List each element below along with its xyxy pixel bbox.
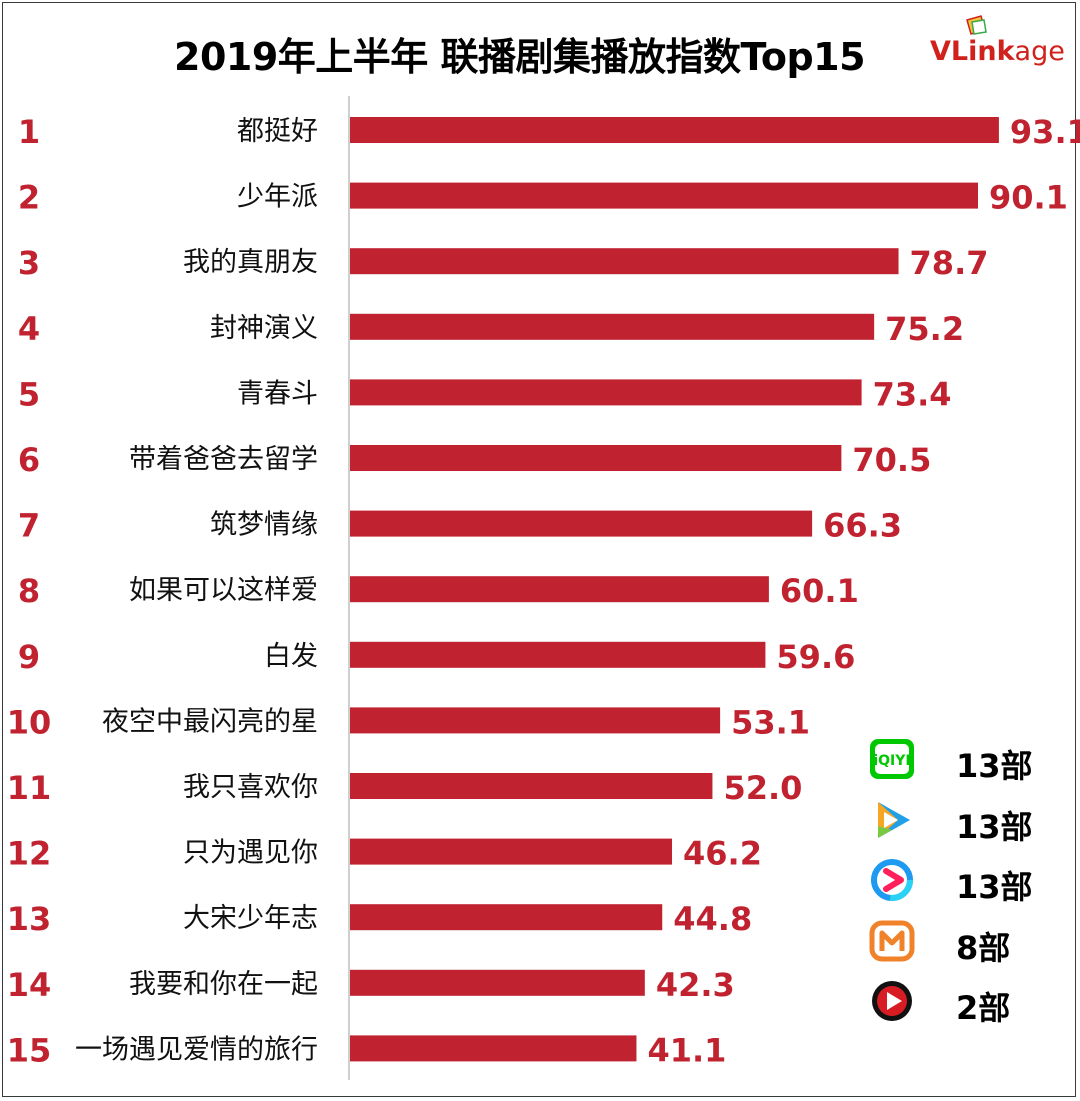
category-label: 只为遇见你 xyxy=(183,838,318,869)
rank-label: 6 xyxy=(18,441,40,479)
value-label: 90.1 xyxy=(989,179,1068,217)
value-label: 44.8 xyxy=(673,900,752,938)
rank-label: 3 xyxy=(18,244,40,282)
category-label: 我的真朋友 xyxy=(183,247,318,278)
value-label: 59.6 xyxy=(776,638,855,676)
value-label: 70.5 xyxy=(852,441,931,479)
legend-count: 8部 xyxy=(956,928,1011,967)
rank-label: 13 xyxy=(7,900,52,938)
category-label: 夜空中最闪亮的星 xyxy=(102,706,318,737)
category-label: 大宋少年志 xyxy=(183,903,318,934)
bar xyxy=(350,641,766,668)
bar xyxy=(350,313,875,340)
mango-tv-icon xyxy=(868,917,916,965)
iqiyi-icon: iQIYI xyxy=(868,735,916,783)
youku-icon xyxy=(868,856,916,904)
category-label: 我只喜欢你 xyxy=(183,772,318,803)
rank-label: 9 xyxy=(18,638,40,676)
value-label: 53.1 xyxy=(731,703,810,741)
value-label: 42.3 xyxy=(656,966,735,1004)
value-label: 66.3 xyxy=(823,507,902,545)
legend-item: iQIYI 13部 xyxy=(868,735,1068,785)
bar xyxy=(350,707,721,734)
vlinkage-mark-icon xyxy=(966,15,987,35)
legend-item: 13部 xyxy=(868,856,1068,906)
bar xyxy=(350,445,842,471)
category-label: 一场遇见爱情的旅行 xyxy=(75,1034,318,1065)
rank-label: 10 xyxy=(7,703,52,741)
value-label: 46.2 xyxy=(683,835,762,873)
legend-item: 13部 xyxy=(868,796,1068,846)
category-label: 如果可以这样爱 xyxy=(129,575,318,606)
rank-label: 11 xyxy=(7,769,52,807)
rank-label: 14 xyxy=(7,966,52,1004)
brand-v: V xyxy=(930,36,951,67)
category-label: 我要和你在一起 xyxy=(129,969,318,1000)
category-label: 带着爸爸去留学 xyxy=(129,444,318,475)
bar xyxy=(350,117,999,143)
legend-count: 13部 xyxy=(956,747,1033,785)
legend-item: 2部 xyxy=(868,977,1068,1027)
legend-count: 13部 xyxy=(956,868,1033,906)
value-label: 73.4 xyxy=(873,375,952,413)
chart-title: 2019年上半年 联播剧集播放指数Top15 xyxy=(174,35,866,79)
value-label: 41.1 xyxy=(647,1031,726,1069)
value-label: 75.2 xyxy=(885,310,964,348)
category-label: 少年派 xyxy=(237,182,318,213)
category-label: 都挺好 xyxy=(237,116,318,147)
bar xyxy=(350,773,713,799)
rank-label: 1 xyxy=(18,113,40,151)
bar xyxy=(350,1035,637,1062)
legend-item: 8部 xyxy=(868,917,1068,967)
brand-age: age xyxy=(1014,36,1065,67)
category-label: 青春斗 xyxy=(237,378,318,409)
category-axis-line xyxy=(348,96,350,1080)
sohu-video-icon xyxy=(868,977,916,1025)
rank-label: 12 xyxy=(7,835,52,873)
rank-label: 4 xyxy=(18,310,40,348)
value-label: 52.0 xyxy=(723,769,802,807)
rank-label: 7 xyxy=(18,507,40,545)
legend-count: 2部 xyxy=(956,989,1011,1027)
svg-text:iQIYI: iQIYI xyxy=(873,753,910,769)
category-label: 封神演义 xyxy=(210,313,318,344)
value-label: 78.7 xyxy=(910,244,989,282)
bar xyxy=(350,904,663,931)
bar xyxy=(350,576,769,603)
legend-count: 13部 xyxy=(956,807,1033,846)
bar xyxy=(350,182,978,209)
category-label: 筑梦情缘 xyxy=(210,510,318,541)
bar xyxy=(350,510,813,537)
vlinkage-logo: VLinkage xyxy=(930,14,1070,74)
bar xyxy=(350,838,673,865)
rank-label: 8 xyxy=(18,572,40,610)
bar xyxy=(350,379,862,406)
tencent-video-icon xyxy=(868,796,916,844)
bar xyxy=(350,248,899,275)
rank-label: 5 xyxy=(18,375,40,413)
value-label: 60.1 xyxy=(780,572,859,610)
value-label: 93.1 xyxy=(1010,113,1080,151)
rank-label: 15 xyxy=(7,1031,52,1069)
bar xyxy=(350,969,645,996)
rank-label: 2 xyxy=(18,179,40,217)
brand-link: Link xyxy=(950,36,1015,67)
category-label: 白发 xyxy=(264,641,318,672)
